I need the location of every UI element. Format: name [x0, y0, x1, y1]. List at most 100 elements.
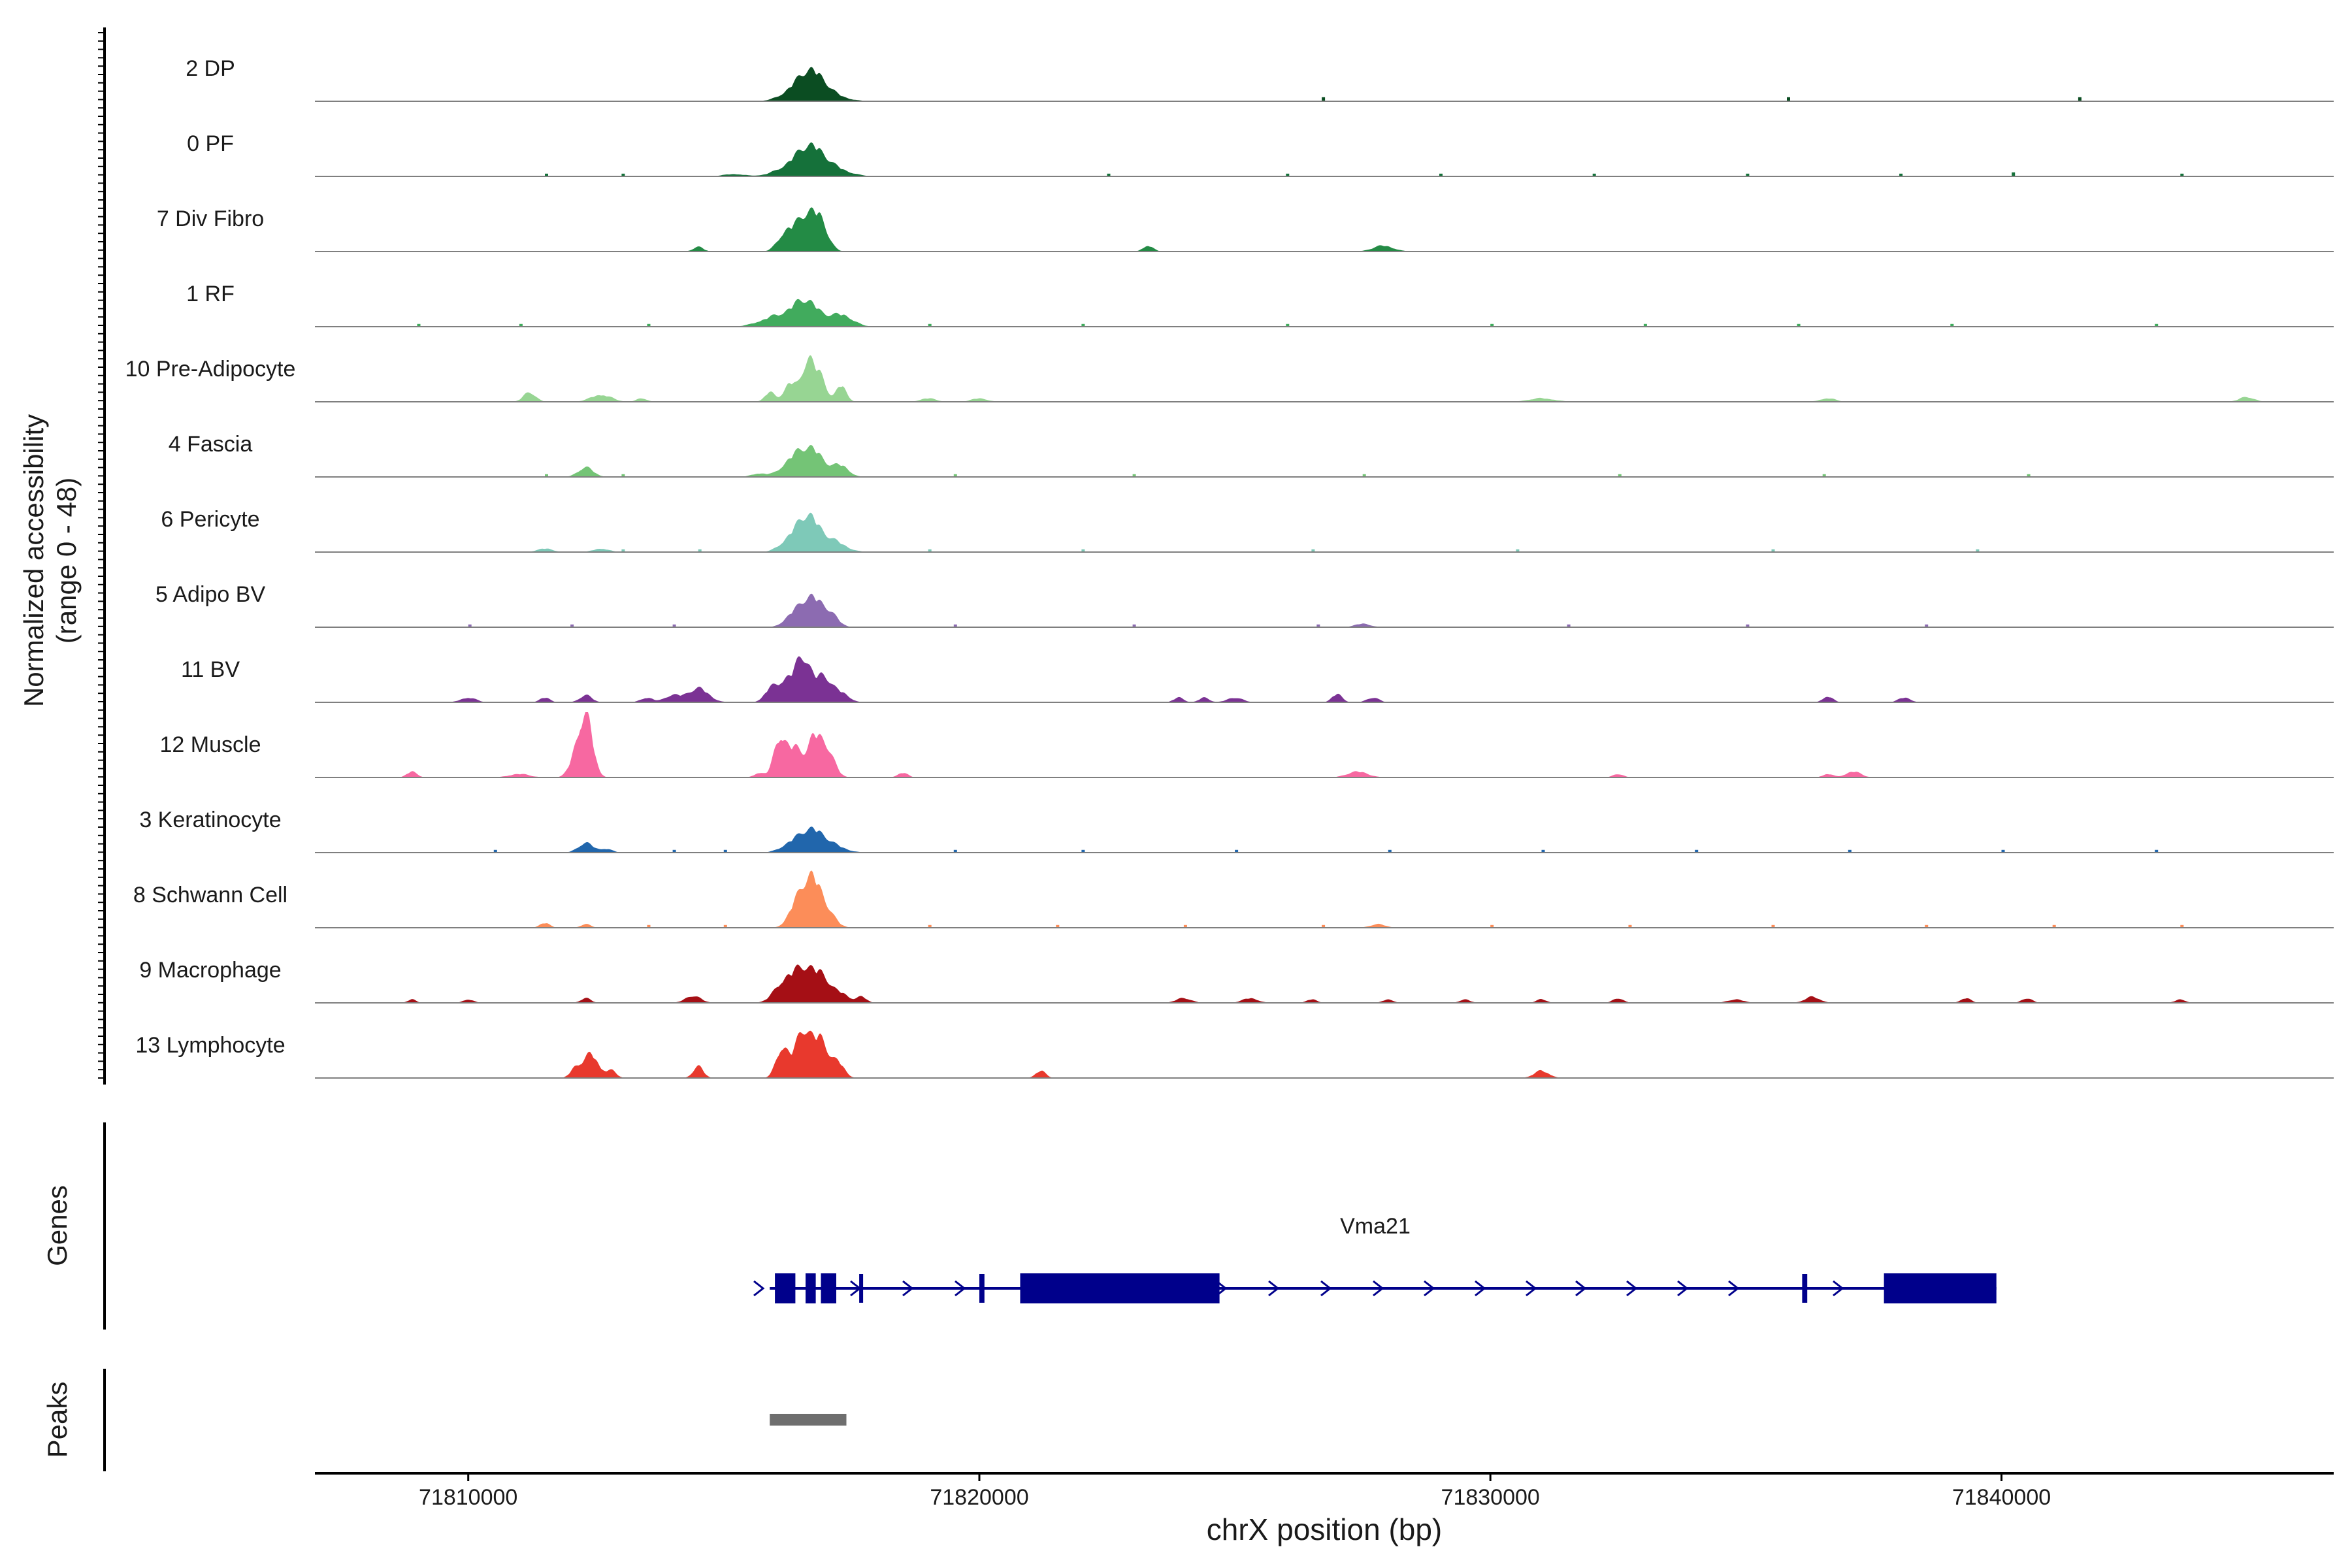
coverage-area	[315, 964, 2334, 1003]
coverage-mark	[1388, 849, 1392, 853]
coverage-mark	[621, 474, 625, 477]
track-label: 12 Muscle	[160, 732, 261, 757]
coverage-mark	[672, 849, 676, 853]
coverage-mark	[928, 323, 932, 327]
strand-arrow-icon	[1373, 1280, 1384, 1297]
track-label: 11 BV	[181, 657, 240, 682]
strand-arrow-icon	[902, 1280, 914, 1297]
coverage-mark	[928, 924, 932, 928]
coverage-area	[315, 656, 2334, 702]
strand-arrow-icon	[1526, 1280, 1537, 1297]
coverage-mark	[1797, 323, 1801, 327]
track	[315, 299, 2334, 327]
track-label: 5 Adipo BV	[155, 582, 266, 607]
coverage-mark	[570, 624, 574, 627]
track	[315, 1030, 2334, 1079]
track	[315, 593, 2334, 628]
coverage-mark	[2155, 323, 2159, 327]
coverage-mark	[493, 849, 497, 853]
coverage-area	[315, 712, 2334, 777]
track-label: 13 Lymphocyte	[135, 1033, 285, 1058]
strand-arrow-icon	[1575, 1280, 1587, 1297]
track	[315, 870, 2334, 928]
strand-arrow-icon	[1216, 1280, 1228, 1297]
coverage-mark	[1081, 849, 1085, 853]
coverage-mark	[519, 323, 523, 327]
x-tick-label: 71830000	[1441, 1485, 1540, 1510]
strand-arrow-icon	[1268, 1280, 1280, 1297]
coverage-mark	[1490, 323, 1494, 327]
coverage-mark	[1541, 849, 1545, 853]
track-label: 6 Pericyte	[161, 507, 259, 532]
coverage-mark	[1618, 474, 1622, 477]
gene-exon	[979, 1274, 985, 1303]
coverage-mark	[2155, 849, 2159, 853]
coverage-area	[315, 142, 2334, 176]
coverage-mark	[723, 924, 727, 928]
coverage-mark	[1516, 549, 1520, 552]
coverage-mark	[1950, 323, 1954, 327]
coverage-mark	[1439, 173, 1443, 176]
gene-exon	[1020, 1273, 1220, 1303]
strand-arrow-icon	[1320, 1280, 1332, 1297]
gene-exon	[1802, 1274, 1808, 1303]
strand-arrow-icon	[1626, 1280, 1638, 1297]
coverage-mark	[953, 849, 957, 853]
gene-exon	[806, 1273, 816, 1303]
coverage-mark	[2012, 172, 2016, 177]
peaks-label: Peaks	[42, 1382, 73, 1458]
coverage-mark	[545, 474, 548, 477]
coverage-mark	[1592, 173, 1596, 176]
coverage-mark	[1081, 549, 1085, 552]
track	[315, 712, 2334, 778]
coverage-mark	[647, 924, 651, 928]
coverage-mark	[647, 323, 651, 327]
strand-arrow-icon	[753, 1280, 765, 1297]
gene-exon	[859, 1274, 864, 1303]
track	[315, 826, 2334, 853]
coverage-mark	[953, 474, 957, 477]
coverage-mark	[2052, 924, 2056, 928]
genes-label: Genes	[42, 1185, 73, 1266]
coverage-mark	[1976, 549, 1980, 552]
coverage-mark	[1567, 624, 1571, 627]
coverage-mark	[1771, 549, 1775, 552]
x-axis: 71810000 71820000 71830000 71840000	[315, 1472, 2334, 1510]
strand-arrow-icon	[1677, 1280, 1689, 1297]
coverage-mark	[1925, 924, 1929, 928]
coverage-mark	[1183, 924, 1187, 928]
coverage-mark	[417, 323, 421, 327]
genes-track	[753, 1273, 1997, 1303]
coverage-mark	[698, 549, 702, 552]
track	[315, 207, 2334, 252]
coverage-mark	[1490, 924, 1494, 928]
coverage-mark	[1362, 474, 1366, 477]
track-label: 2 DP	[186, 56, 235, 81]
coverage-area	[315, 870, 2334, 928]
track	[315, 142, 2334, 177]
accessibility-tracks	[315, 67, 2334, 1079]
coverage-mark	[1628, 924, 1632, 928]
coverage-mark	[928, 549, 932, 552]
coverage-mark	[1746, 173, 1750, 176]
x-tick-label: 71810000	[419, 1485, 517, 1510]
y-axis-title-line1: Normalized accessibility	[18, 414, 49, 707]
track-label: 10 Pre-Adipocyte	[125, 357, 296, 382]
coverage-mark	[1132, 474, 1136, 477]
coverage-area	[315, 445, 2334, 477]
coverage-mark	[1771, 924, 1775, 928]
coverage-mark	[723, 849, 727, 853]
track	[315, 445, 2334, 478]
peaks-track	[770, 1414, 847, 1426]
track-label: 3 Keratinocyte	[139, 808, 281, 832]
track-label: 0 PF	[187, 131, 234, 156]
x-axis-title: chrX position (bp)	[1207, 1512, 1443, 1546]
track	[315, 964, 2334, 1004]
coverage-mark	[1107, 173, 1111, 176]
track-label: 8 Schwann Cell	[133, 883, 287, 907]
coverage-mark	[1311, 549, 1315, 552]
coverage-mark	[953, 624, 957, 627]
track-labels: 2 DP 0 PF 7 Div Fibro 1 RF 10 Pre-Adipocyte 4…	[125, 56, 296, 1058]
coverage-mark	[621, 173, 625, 176]
